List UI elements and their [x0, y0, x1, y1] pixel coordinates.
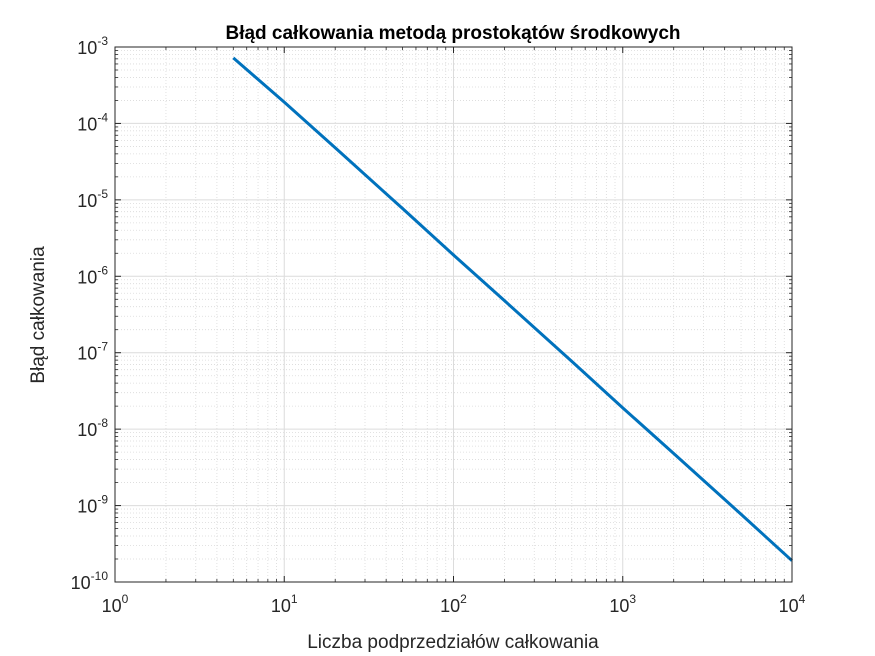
series-line [232, 56, 794, 562]
y-tick-base: 10 [77, 497, 97, 517]
x-tick-label: 100 [102, 592, 129, 616]
x-tick-base: 10 [440, 596, 460, 616]
x-tick-exponent: 3 [629, 592, 636, 606]
x-tick-base: 10 [102, 596, 122, 616]
series-layer [232, 56, 794, 562]
y-axis-label: Błąd całkowania [28, 246, 49, 384]
x-tick-label: 102 [440, 592, 467, 616]
x-tick-labels: 100 101 102 103 104 [102, 592, 806, 616]
x-tick-base: 10 [271, 596, 291, 616]
y-tick-label: 10-10 [71, 569, 109, 593]
y-tick-base: 10 [77, 38, 97, 58]
y-tick-exponent: -8 [97, 416, 108, 430]
y-tick-label: 10-6 [77, 263, 108, 287]
x-tick-label: 103 [609, 592, 636, 616]
x-axis-label: Liczba podprzedziałów całkowania [307, 632, 599, 653]
tick-marks [114, 46, 793, 583]
x-tick-base: 10 [609, 596, 629, 616]
y-tick-exponent: -10 [91, 569, 109, 583]
y-tick-label: 10-4 [77, 110, 108, 134]
y-tick-exponent: -7 [97, 340, 108, 354]
y-tick-base: 10 [71, 573, 91, 593]
x-tick-exponent: 2 [460, 592, 467, 606]
x-tick-exponent: 1 [291, 592, 298, 606]
y-tick-exponent: -4 [97, 110, 108, 124]
y-tick-base: 10 [77, 344, 97, 364]
y-tick-label: 10-5 [77, 187, 108, 211]
x-tick-label: 104 [779, 592, 806, 616]
y-tick-label: 10-7 [77, 340, 108, 364]
x-tick-base: 10 [779, 596, 799, 616]
y-tick-exponent: -6 [97, 263, 108, 277]
y-tick-exponent: -5 [97, 187, 108, 201]
y-tick-exponent: -9 [97, 493, 108, 507]
y-tick-base: 10 [77, 114, 97, 134]
y-tick-base: 10 [77, 420, 97, 440]
x-tick-label: 101 [271, 592, 298, 616]
x-tick-exponent: 0 [122, 592, 129, 606]
y-tick-label: 10-9 [77, 493, 108, 517]
y-tick-base: 10 [77, 267, 97, 287]
chart-title: Błąd całkowania metodą prostokątów środk… [225, 23, 680, 44]
minor-grid [115, 47, 792, 582]
x-tick-exponent: 4 [799, 592, 806, 606]
y-tick-base: 10 [77, 191, 97, 211]
y-tick-label: 10-3 [77, 34, 108, 58]
y-tick-label: 10-8 [77, 416, 108, 440]
y-tick-exponent: -3 [97, 34, 108, 48]
